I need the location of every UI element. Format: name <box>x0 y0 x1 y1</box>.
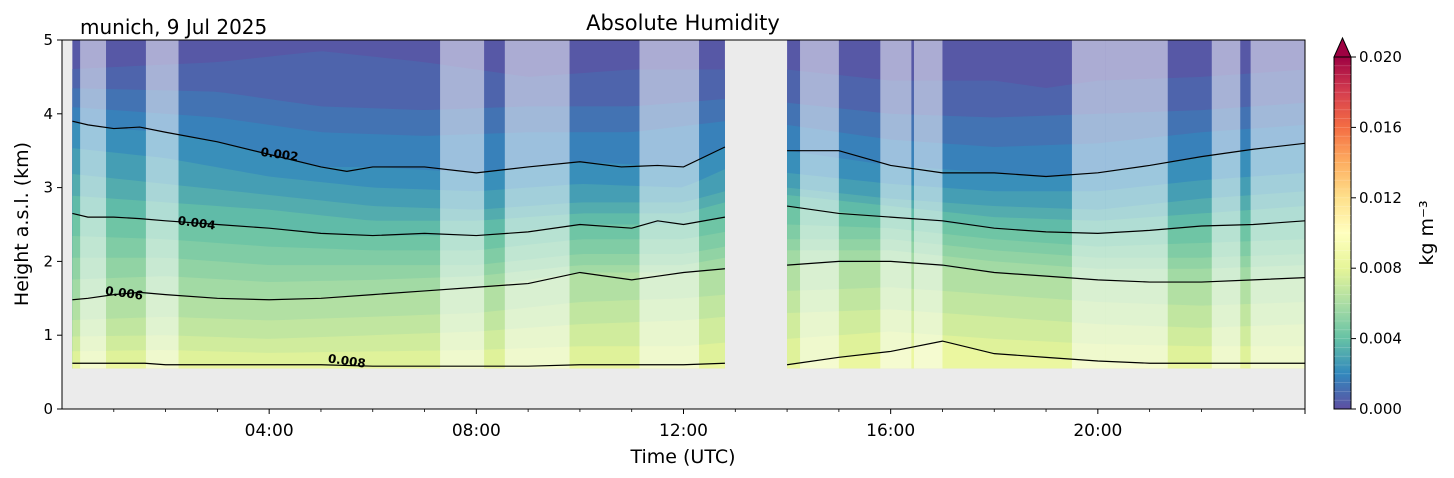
location-date-label: munich, 9 Jul 2025 <box>80 15 267 39</box>
y-tick-label: 2 <box>43 252 53 270</box>
x-tick-label: 04:00 <box>245 421 294 441</box>
y-tick-label: 3 <box>43 179 53 197</box>
contour-label: 0.002 <box>260 145 300 164</box>
contour-line <box>786 205 1305 234</box>
y-tick-label: 0 <box>43 400 53 418</box>
flagged-period-overlay <box>1105 40 1168 369</box>
colorbar-label: kg m⁻³ <box>1416 200 1438 265</box>
contour-line <box>786 340 1305 366</box>
flagged-period-overlay <box>880 40 912 369</box>
x-axis-label: Time (UTC) <box>629 446 735 468</box>
contour-line <box>72 120 726 174</box>
flagged-period-overlay <box>1211 40 1241 369</box>
contour-line <box>787 142 1305 178</box>
y-tick-label: 1 <box>43 326 53 344</box>
flagged-period-overlay <box>1071 40 1106 369</box>
x-tick-label: 16:00 <box>866 421 915 441</box>
flagged-period-overlay <box>639 40 700 369</box>
contour-label: 0.006 <box>104 284 144 303</box>
x-tick-label: 12:00 <box>659 421 708 441</box>
y-axis: 0 1 2 3 4 5 <box>43 31 62 418</box>
contour-label: 0.008 <box>327 351 367 370</box>
flagged-period-overlay <box>800 40 839 369</box>
contour-line <box>787 260 1305 283</box>
y-tick-label: 5 <box>43 31 53 49</box>
flagged-period-overlay <box>913 40 943 369</box>
contour-label: 0.004 <box>177 213 217 232</box>
x-axis: 04:00 08:00 12:00 16:00 20:00 <box>113 409 1306 441</box>
flagged-period-layer <box>80 40 1305 369</box>
colorbar-tick-label: 0.016 <box>1359 118 1402 136</box>
contour-line <box>72 362 725 367</box>
y-axis-label: Height a.s.l. (km) <box>11 142 33 306</box>
contour-line <box>72 212 726 237</box>
colorbar-ticks: 0.000 0.004 0.008 0.012 0.016 0.020 <box>1334 48 1402 418</box>
contour-label-layer: 0.002 0.004 0.006 0.008 <box>104 145 366 371</box>
flagged-period-overlay <box>145 40 179 369</box>
flagged-period-overlay <box>440 40 485 369</box>
x-tick-label: 20:00 <box>1073 421 1122 441</box>
y-tick-label: 4 <box>43 105 53 123</box>
colorbar-tick-label: 0.012 <box>1359 189 1402 207</box>
contour-line <box>72 268 725 301</box>
colorbar-tick-label: 0.004 <box>1359 330 1402 348</box>
colorbar: 0.000 0.004 0.008 0.012 0.016 0.020 kg m⁻³ <box>1333 36 1438 418</box>
colorbar-tick-label: 0.000 <box>1359 400 1402 418</box>
colorbar-tick-label: 0.020 <box>1359 48 1402 66</box>
flagged-period-overlay <box>504 40 570 369</box>
flagged-period-overlay <box>1250 40 1305 369</box>
x-tick-label: 08:00 <box>452 421 501 441</box>
chart-title: Absolute Humidity <box>586 11 780 35</box>
colorbar-extend-arrow <box>1333 36 1352 58</box>
contour-line-layer <box>72 120 1305 367</box>
flagged-period-overlay <box>80 40 107 369</box>
colorbar-tick-label: 0.008 <box>1359 259 1402 277</box>
